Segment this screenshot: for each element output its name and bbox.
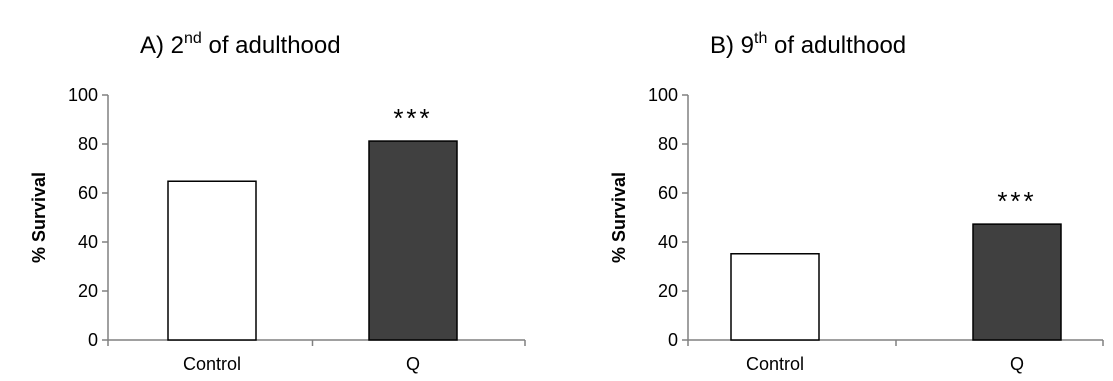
significance-annotation: *** xyxy=(997,186,1036,216)
bar-q xyxy=(368,140,458,341)
y-tick-label: 40 xyxy=(78,232,98,252)
chart-title-suffix: of adulthood xyxy=(767,32,906,59)
chart-title-prefix: A) 2 xyxy=(140,32,184,59)
bar-q xyxy=(972,223,1062,341)
y-axis-label: % Survival xyxy=(29,172,49,263)
category-label: Q xyxy=(1010,354,1024,374)
y-tick-label: 0 xyxy=(668,330,678,350)
chart-panel-b: B) 9th of adulthood 0 20 40 60 80 100 % Surviva… xyxy=(609,30,1104,374)
chart-panel-a: A) 2nd of adulthood 0 20 40 60 80 100 % Surviva… xyxy=(29,30,526,374)
chart-title-prefix: B) 9 xyxy=(710,32,754,59)
y-tick-label: 80 xyxy=(658,134,678,154)
bar-control xyxy=(730,253,820,341)
y-tick-label: 20 xyxy=(658,281,678,301)
chart-title: B) 9th of adulthood xyxy=(710,30,906,59)
y-tick-label: 40 xyxy=(658,232,678,252)
category-label: Control xyxy=(746,354,804,374)
chart-title-suffix: of adulthood xyxy=(202,32,341,59)
chart-title: A) 2nd of adulthood xyxy=(140,30,341,59)
y-axis-label: % Survival xyxy=(609,172,629,263)
y-tick-label: 100 xyxy=(648,85,678,105)
category-label: Q xyxy=(406,354,420,374)
category-label: Control xyxy=(183,354,241,374)
bar-control xyxy=(167,180,257,341)
chart-title-superscript: nd xyxy=(184,30,202,47)
y-tick-label: 80 xyxy=(78,134,98,154)
y-tick-label: 0 xyxy=(88,330,98,350)
y-tick-label: 20 xyxy=(78,281,98,301)
chart-title-superscript: th xyxy=(754,30,767,47)
y-tick-label: 60 xyxy=(78,183,98,203)
significance-annotation: *** xyxy=(393,103,432,133)
y-tick-label: 60 xyxy=(658,183,678,203)
y-tick-label: 100 xyxy=(68,85,98,105)
